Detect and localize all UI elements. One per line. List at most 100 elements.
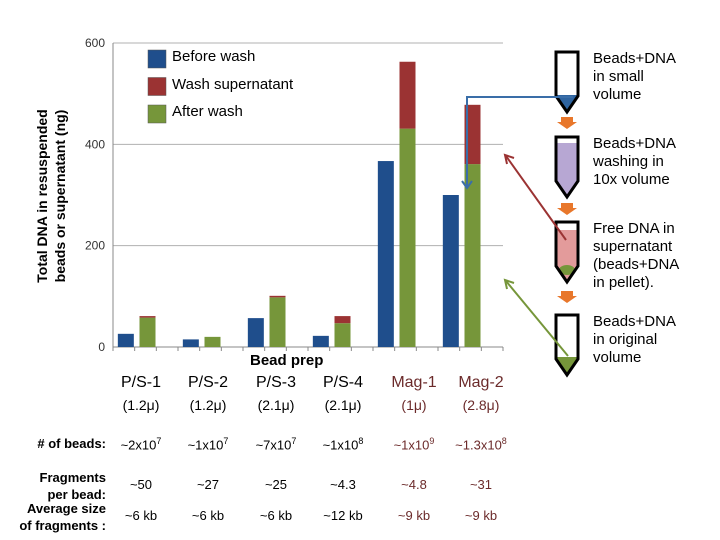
bead-size-label: (2.1μ) bbox=[257, 397, 295, 413]
legend-label: Wash supernatant bbox=[172, 75, 294, 93]
y-tick-label: 400 bbox=[85, 137, 105, 151]
bead-size-label: (2.8μ) bbox=[462, 397, 500, 413]
category-label: P/S-1 bbox=[120, 374, 161, 391]
table-cell: ~1x108 bbox=[308, 436, 378, 452]
bar-wash-supernatant bbox=[269, 295, 286, 298]
bead-size-label: (2.1μ) bbox=[324, 397, 362, 413]
y-tick-label: 200 bbox=[85, 239, 105, 253]
row-label-line: of fragments : bbox=[19, 518, 106, 533]
legend-swatch bbox=[147, 49, 167, 69]
cell-mantissa: ~1.3x10 bbox=[455, 437, 502, 453]
category-label: P/S-3 bbox=[255, 374, 296, 391]
arrowhead-icon bbox=[461, 180, 473, 190]
row-label-line: # of beads: bbox=[37, 436, 106, 451]
step-label: Beads+DNA washing in 10x volume bbox=[593, 135, 676, 189]
table-cell: ~9 kb bbox=[397, 508, 431, 523]
row-label-line: Average size bbox=[26, 501, 106, 516]
step-label-line: volume bbox=[593, 349, 642, 366]
legend-swatch bbox=[147, 77, 167, 96]
table-cell: ~6 kb bbox=[191, 508, 225, 523]
connector-wash-supernatant bbox=[505, 155, 567, 241]
bar-after-wash bbox=[139, 317, 156, 347]
row-label: # of beads: bbox=[37, 435, 106, 452]
cell-mantissa: ~1x10 bbox=[187, 437, 224, 453]
cell-exponent: 7 bbox=[223, 436, 229, 446]
arrowhead-icon bbox=[503, 278, 515, 290]
bar-wash-supernatant bbox=[334, 316, 351, 324]
category-label: P/S-4 bbox=[322, 374, 363, 391]
table-cell: ~7x107 bbox=[241, 436, 311, 452]
step-label-line: Beads+DNA bbox=[593, 135, 676, 152]
step-label-line: in small bbox=[593, 68, 644, 85]
bar-after-wash bbox=[464, 164, 481, 347]
step-label: Free DNA in supernatant (beads+DNA in pelle… bbox=[593, 220, 679, 292]
connector-after-wash bbox=[505, 280, 569, 357]
down-arrow-icon bbox=[557, 117, 577, 129]
category-label: Mag-1 bbox=[391, 374, 437, 391]
step-label-line: (beads+DNA bbox=[593, 256, 680, 273]
row-label: Average size of fragments : bbox=[19, 500, 106, 534]
step-label-line: in original bbox=[593, 331, 658, 348]
y-axis-title-line: beads or supernatant (ng) bbox=[52, 109, 68, 283]
step-label-line: supernatant bbox=[593, 238, 673, 255]
category-label: P/S-2 bbox=[187, 374, 228, 391]
table-cell: ~25 bbox=[264, 477, 288, 492]
step-label-line: in pellet). bbox=[593, 274, 654, 291]
step-label-line: Free DNA in bbox=[593, 220, 675, 237]
table-cell: ~12 kb bbox=[323, 508, 363, 523]
step-label: Beads+DNA in original volume bbox=[593, 313, 676, 367]
bar-before-wash bbox=[312, 335, 329, 347]
tube-outline bbox=[554, 220, 580, 285]
bar-before-wash bbox=[117, 333, 134, 347]
table-cell: ~50 bbox=[129, 477, 153, 492]
table-cell: ~6 kb bbox=[259, 508, 293, 523]
bar-after-wash bbox=[269, 297, 286, 347]
legend-label: After wash bbox=[172, 103, 243, 120]
y-tick-label: 600 bbox=[85, 36, 105, 50]
cell-mantissa: ~2x10 bbox=[120, 437, 157, 453]
tube-outline bbox=[554, 50, 580, 115]
category-label: Mag-2 bbox=[458, 374, 504, 391]
cell-exponent: 7 bbox=[291, 436, 297, 446]
down-arrow-icon bbox=[557, 203, 577, 215]
bead-size-label: (1μ) bbox=[401, 397, 427, 413]
step-label: Beads+DNA in small volume bbox=[593, 50, 676, 104]
table-cell: ~1x107 bbox=[173, 436, 243, 452]
row-label: Fragments per bead: bbox=[40, 469, 106, 503]
bar-after-wash bbox=[334, 323, 351, 347]
down-arrow-icon bbox=[557, 291, 577, 303]
cell-mantissa: ~7x10 bbox=[255, 437, 292, 453]
y-axis-title-line: Total DNA in resuspended bbox=[34, 109, 50, 283]
legend-swatch bbox=[147, 104, 167, 124]
cell-mantissa: ~1x10 bbox=[322, 437, 359, 453]
row-label-line: per bead: bbox=[47, 487, 106, 502]
tube-liquid bbox=[556, 143, 578, 197]
bar-after-wash bbox=[399, 128, 416, 347]
cell-exponent: 8 bbox=[501, 436, 507, 446]
tube-outline bbox=[554, 135, 580, 200]
table-cell: ~27 bbox=[196, 477, 220, 492]
step-label-line: volume bbox=[593, 86, 642, 103]
bar-before-wash bbox=[377, 161, 394, 347]
table-cell: ~4.3 bbox=[330, 477, 356, 492]
bar-wash-supernatant bbox=[399, 61, 416, 129]
bar-before-wash bbox=[247, 318, 264, 347]
bar-wash-supernatant bbox=[139, 316, 156, 318]
table-cell: ~1x109 bbox=[379, 436, 449, 452]
table-cell: ~2x107 bbox=[106, 436, 176, 452]
bar-before-wash bbox=[442, 195, 459, 347]
table-cell: ~6 kb bbox=[124, 508, 158, 523]
cell-exponent: 9 bbox=[429, 436, 435, 446]
step-label-line: Beads+DNA bbox=[593, 313, 676, 330]
y-axis-title: Total DNA in resuspended beads or supern… bbox=[33, 109, 69, 282]
connector-before-wash bbox=[466, 96, 573, 188]
step-label-line: 10x volume bbox=[593, 171, 670, 188]
step-label-line: washing in bbox=[593, 153, 664, 170]
cell-mantissa: ~1x10 bbox=[393, 437, 430, 453]
tube-outline bbox=[554, 313, 580, 378]
table-cell: ~9 kb bbox=[464, 508, 498, 523]
legend-label: Before wash bbox=[172, 48, 256, 65]
cell-exponent: 8 bbox=[358, 436, 364, 446]
